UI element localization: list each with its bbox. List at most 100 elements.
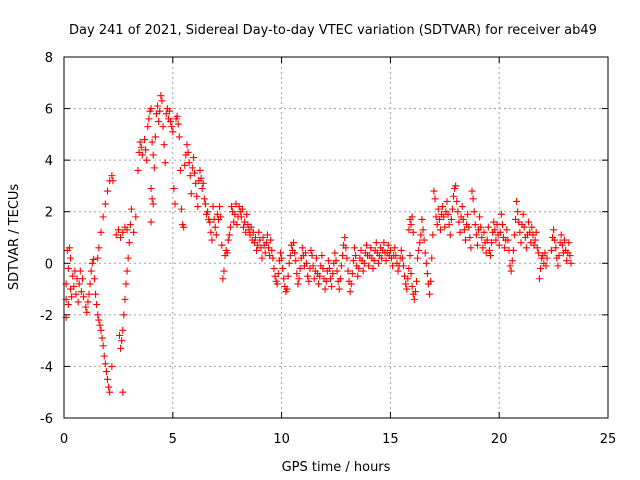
data-point — [259, 234, 267, 241]
data-point — [473, 241, 481, 249]
data-point — [440, 213, 448, 221]
data-point — [247, 223, 255, 231]
x-tick-label: 0 — [60, 432, 68, 447]
data-point — [522, 244, 530, 252]
grid-lines — [64, 57, 608, 418]
data-point — [185, 159, 193, 167]
data-point — [352, 252, 360, 260]
data-point — [413, 277, 421, 285]
data-point — [292, 257, 300, 265]
data-point — [120, 311, 128, 319]
data-point — [134, 166, 142, 174]
data-point — [178, 205, 186, 213]
data-point — [318, 252, 326, 260]
x-tick-label: 5 — [169, 432, 177, 447]
data-point — [316, 272, 324, 280]
data-point — [145, 115, 153, 123]
data-point — [171, 200, 179, 208]
data-point — [142, 146, 150, 154]
data-point — [485, 246, 493, 254]
data-point — [497, 210, 505, 218]
data-point — [423, 270, 431, 278]
data-point — [147, 105, 155, 113]
data-point — [155, 117, 163, 125]
data-point — [336, 275, 344, 283]
x-tick-label: 10 — [273, 432, 290, 447]
data-point — [406, 252, 414, 260]
data-point — [516, 228, 524, 236]
data-point — [477, 223, 485, 231]
data-point — [196, 166, 204, 174]
data-point — [339, 252, 347, 260]
data-point — [112, 231, 120, 239]
chart-title: Day 241 of 2021, Sidereal Day-to-day VTE… — [69, 23, 597, 38]
data-point — [325, 264, 333, 272]
data-point — [122, 280, 130, 288]
data-point — [369, 264, 377, 272]
data-point — [189, 154, 197, 162]
data-point — [200, 195, 208, 203]
data-point — [417, 231, 425, 239]
data-points — [62, 92, 575, 396]
data-point — [158, 97, 166, 105]
data-point — [560, 236, 568, 244]
data-point — [148, 195, 156, 203]
data-point — [86, 280, 94, 288]
data-point — [514, 208, 522, 216]
y-tick-label: 4 — [45, 154, 53, 169]
y-tick-label: -2 — [40, 309, 53, 324]
data-point — [362, 241, 370, 249]
data-point — [355, 264, 363, 272]
data-point — [109, 177, 117, 185]
data-point — [184, 148, 192, 156]
data-point — [277, 249, 285, 257]
data-point — [126, 221, 134, 229]
data-point — [455, 218, 463, 226]
data-point — [392, 252, 400, 260]
data-point — [262, 239, 270, 247]
data-point — [341, 234, 349, 241]
data-point — [382, 257, 390, 265]
data-point — [394, 267, 402, 275]
data-point — [149, 200, 157, 208]
data-point — [534, 249, 542, 257]
data-point — [119, 326, 127, 334]
data-point — [552, 244, 560, 252]
data-point — [433, 221, 441, 229]
data-point — [508, 257, 516, 265]
data-point — [370, 257, 378, 265]
data-point — [447, 215, 455, 223]
data-point — [309, 262, 317, 270]
data-point — [207, 228, 215, 236]
data-point — [532, 228, 540, 236]
data-point — [274, 270, 282, 278]
data-point — [212, 231, 220, 239]
data-point — [273, 280, 281, 288]
data-point — [312, 254, 320, 262]
data-point — [551, 236, 559, 244]
data-point — [403, 285, 411, 293]
data-point — [78, 275, 86, 283]
data-point — [407, 221, 415, 229]
y-tick-label: 6 — [45, 103, 53, 118]
data-point — [269, 254, 277, 262]
data-point — [327, 275, 335, 283]
data-point — [310, 275, 318, 283]
data-point — [557, 231, 565, 239]
data-point — [354, 272, 362, 280]
data-point — [565, 239, 573, 247]
data-point — [96, 321, 104, 329]
data-point — [333, 267, 341, 275]
data-point — [117, 234, 125, 241]
data-point — [398, 254, 406, 262]
data-point — [216, 203, 224, 211]
data-point — [460, 226, 468, 234]
data-point — [119, 388, 127, 396]
data-point — [121, 295, 129, 303]
data-point — [82, 303, 90, 311]
data-point — [90, 275, 98, 283]
data-point — [452, 182, 460, 190]
data-point — [488, 239, 496, 247]
data-point — [69, 272, 77, 280]
data-point — [495, 241, 503, 249]
